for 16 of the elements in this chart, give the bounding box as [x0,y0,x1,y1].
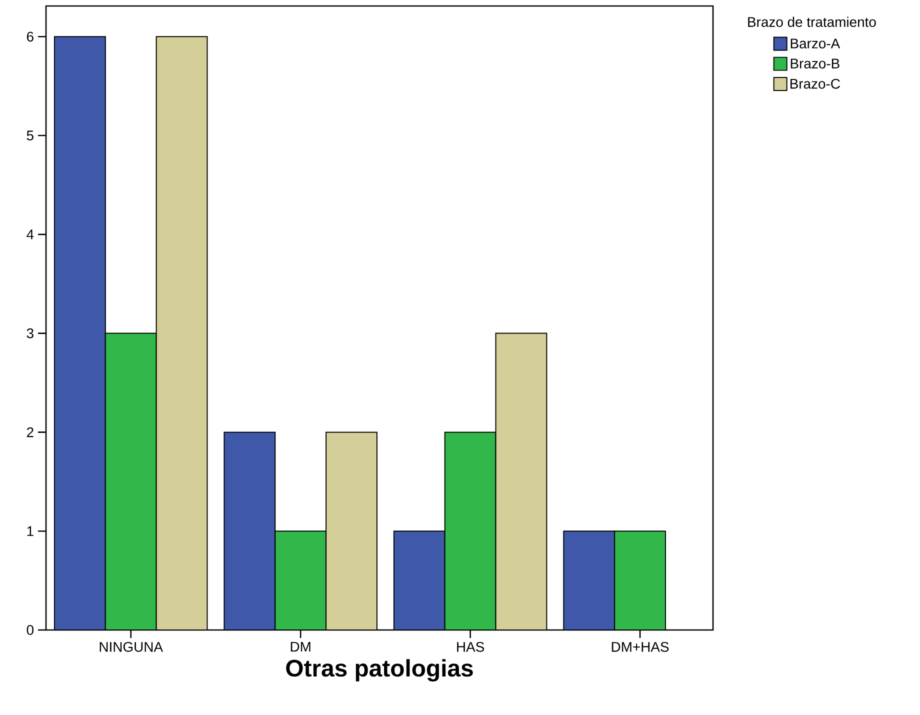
x-tick-label: HAS [457,642,484,652]
x-axis-title: Otras patologias [286,659,473,682]
y-tick-label: 6 [26,32,34,42]
legend-label: Barzo-A [790,38,840,48]
x-tick-label: DM [290,642,310,652]
legend-label: Brazo-B [790,58,840,69]
y-tick-label: 1 [27,526,34,536]
y-tick-label: 0 [26,625,34,635]
y-tick-label: 2 [26,427,34,438]
y-tick-label: 4 [26,230,34,240]
x-tick-label: NINGUNA [100,642,163,652]
y-tick-label: 5 [26,130,34,140]
y-tick-label: 3 [26,328,34,338]
legend-label: Brazo-C [790,78,840,89]
x-tick-label: DM+HAS [612,642,669,652]
legend-title: Brazo de tratamiento [748,16,876,27]
